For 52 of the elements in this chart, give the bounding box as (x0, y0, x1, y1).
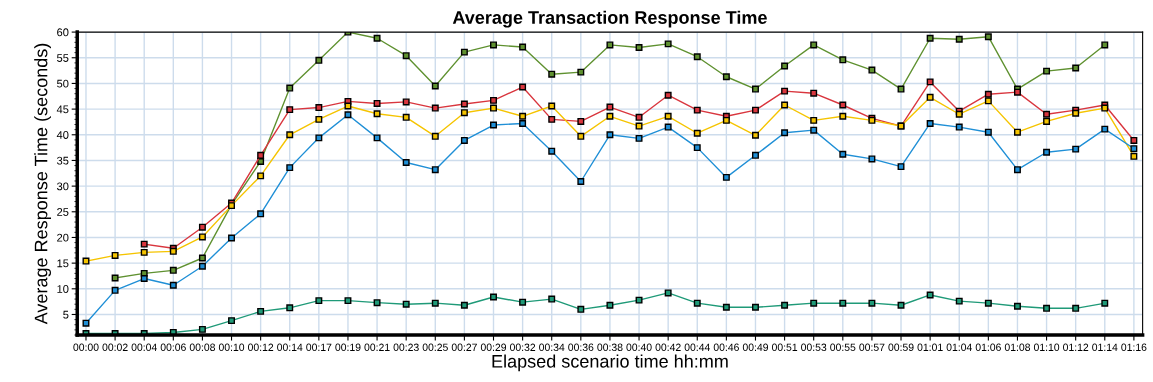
y-tick-label: 5 (63, 310, 69, 319)
y-tick-label: 40 (56, 131, 69, 139)
x-tick-label: 00:53 (801, 343, 827, 351)
x-tick-label: 01:10 (1033, 343, 1060, 351)
x-tick-label: 00:49 (742, 343, 769, 351)
x-tick-label: 00:08 (189, 343, 215, 351)
chart-title: Average Transaction Response Time (452, 10, 767, 28)
x-tick-label: 00:14 (277, 343, 303, 351)
x-tick-label: 00:17 (306, 343, 332, 351)
x-tick-label: 01:04 (946, 343, 972, 351)
y-tick-label: 25 (57, 208, 69, 216)
y-tick-label: 50 (57, 79, 69, 88)
x-tick-label: 00:34 (539, 343, 565, 351)
y-tick-label: 45 (56, 105, 69, 114)
y-tick-label: 15 (57, 259, 69, 268)
x-axis-title: Elapsed scenario time hh:mm (492, 354, 728, 372)
x-tick-label: 01:12 (1063, 343, 1089, 351)
x-tick-label: 00:02 (102, 343, 128, 351)
x-tick-label: 01:01 (917, 343, 943, 351)
x-tick-label: 00:32 (509, 343, 536, 351)
x-tick-label: 00:21 (364, 343, 390, 351)
y-tick-label: 30 (56, 182, 69, 191)
x-tick-label: 00:55 (830, 343, 856, 351)
x-tick-label: 00:42 (655, 343, 681, 351)
y-tick-label: 20 (57, 233, 69, 242)
x-tick-label: 00:38 (597, 343, 623, 351)
x-tick-label: 01:16 (1121, 343, 1147, 351)
y-tick-label: 10 (57, 285, 69, 293)
x-tick-label: 00:51 (771, 343, 798, 351)
x-tick-label: 00:44 (684, 343, 710, 351)
y-tick-label: 35 (56, 156, 69, 165)
x-tick-label: 00:12 (248, 343, 274, 351)
x-tick-label: 00:59 (888, 343, 914, 351)
y-tick-label: 60 (57, 28, 69, 37)
x-tick-label: 01:14 (1092, 343, 1118, 351)
x-tick-label: 00:04 (131, 343, 157, 351)
x-tick-label: 00:19 (335, 343, 361, 351)
x-tick-label: 00:29 (480, 343, 507, 351)
x-tick-label: 00:06 (160, 343, 186, 351)
x-tick-label: 00:25 (422, 343, 448, 351)
x-tick-label: 00:23 (393, 343, 419, 351)
x-tick-label: 00:46 (713, 343, 739, 351)
x-tick-label: 00:00 (73, 343, 99, 351)
x-tick-label: 00:57 (859, 343, 885, 351)
y-axis-title: Average Response Time (seconds) (34, 43, 51, 325)
x-tick-label: 00:10 (218, 343, 245, 351)
y-tick-label: 55 (57, 54, 69, 62)
x-tick-label: 00:36 (568, 343, 594, 351)
x-tick-label: 00:40 (626, 343, 652, 351)
x-tick-label: 01:08 (1004, 343, 1031, 351)
x-tick-label: 00:27 (451, 343, 477, 351)
x-tick-label: 01:06 (975, 343, 1001, 351)
